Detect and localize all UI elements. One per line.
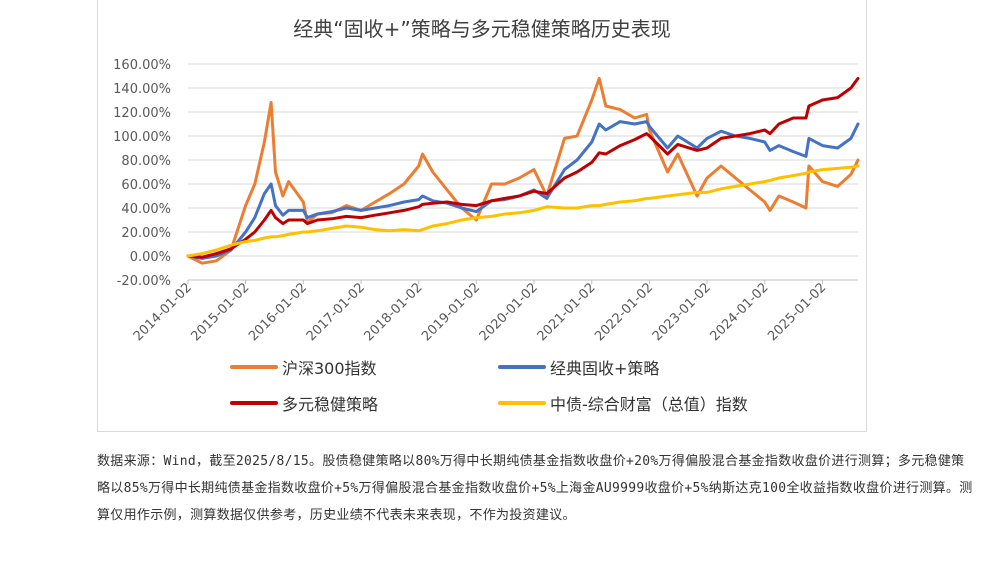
x-tick-label: 2020-01-02: [477, 280, 541, 344]
x-tick-label: 2022-01-02: [592, 280, 656, 344]
series-line-multi: [186, 76, 860, 259]
chart-plot: -20.00% 0.00% 20.00% 40.00% 60.00% 80.00% 100.…: [113, 58, 860, 344]
x-tick-label: 2017-01-02: [304, 280, 368, 344]
y-tick-label: 80.00%: [121, 154, 171, 169]
chart-frame: [97, 0, 867, 432]
y-tick-label: 120.00%: [113, 106, 171, 121]
legend-swatch-csi300: [230, 365, 278, 369]
legend-swatch-classic: [498, 365, 546, 369]
legend-label-csi300: 沪深300指数: [282, 359, 377, 378]
y-tick-label: 100.00%: [113, 130, 171, 145]
source-note: 数据来源：Wind，截至2025/8/15。股债稳健策略以80%万得中长期纯债基…: [97, 454, 973, 523]
series-line-bond: [186, 164, 860, 258]
legend-item-classic: 经典固收+策略: [498, 355, 659, 379]
x-tick-label: 2015-01-02: [188, 280, 252, 344]
y-tick-label: 60.00%: [121, 178, 171, 193]
y-tick-label: 0.00%: [130, 250, 171, 265]
y-tick-label: 140.00%: [113, 82, 171, 97]
x-tick-label: 2014-01-02: [131, 280, 195, 344]
x-tick-label: 2025-01-02: [765, 280, 829, 344]
x-tick-label: 2018-01-02: [361, 280, 425, 344]
y-tick-label: 20.00%: [121, 226, 171, 241]
legend-label-classic: 经典固收+策略: [550, 359, 660, 378]
x-tick-label: 2019-01-02: [419, 280, 483, 344]
legend-label-multi: 多元稳健策略: [282, 395, 379, 414]
y-tick-label: 40.00%: [121, 202, 171, 217]
y-tick-label: -20.00%: [117, 274, 171, 289]
x-tick-label: 2021-01-02: [535, 280, 599, 344]
legend-item-csi300: 沪深300指数: [230, 355, 377, 379]
x-tick-label: 2024-01-02: [707, 280, 771, 344]
chart-title: 经典“固收+”策略与多元稳健策略历史表现: [293, 17, 671, 41]
legend-item-multi: 多元稳健策略: [230, 391, 378, 415]
legend-swatch-multi: [230, 401, 278, 405]
legend-label-bond: 中债-综合财富（总值）指数: [550, 395, 748, 414]
series-line-csi300: [186, 76, 860, 265]
y-tick-label: 160.00%: [113, 58, 171, 73]
legend-swatch-bond: [498, 401, 546, 405]
x-tick-label: 2023-01-02: [650, 280, 714, 344]
legend-item-bond: 中债-综合财富（总值）指数: [498, 391, 748, 415]
series-line-classic: [186, 120, 860, 260]
x-tick-label: 2016-01-02: [246, 280, 310, 344]
